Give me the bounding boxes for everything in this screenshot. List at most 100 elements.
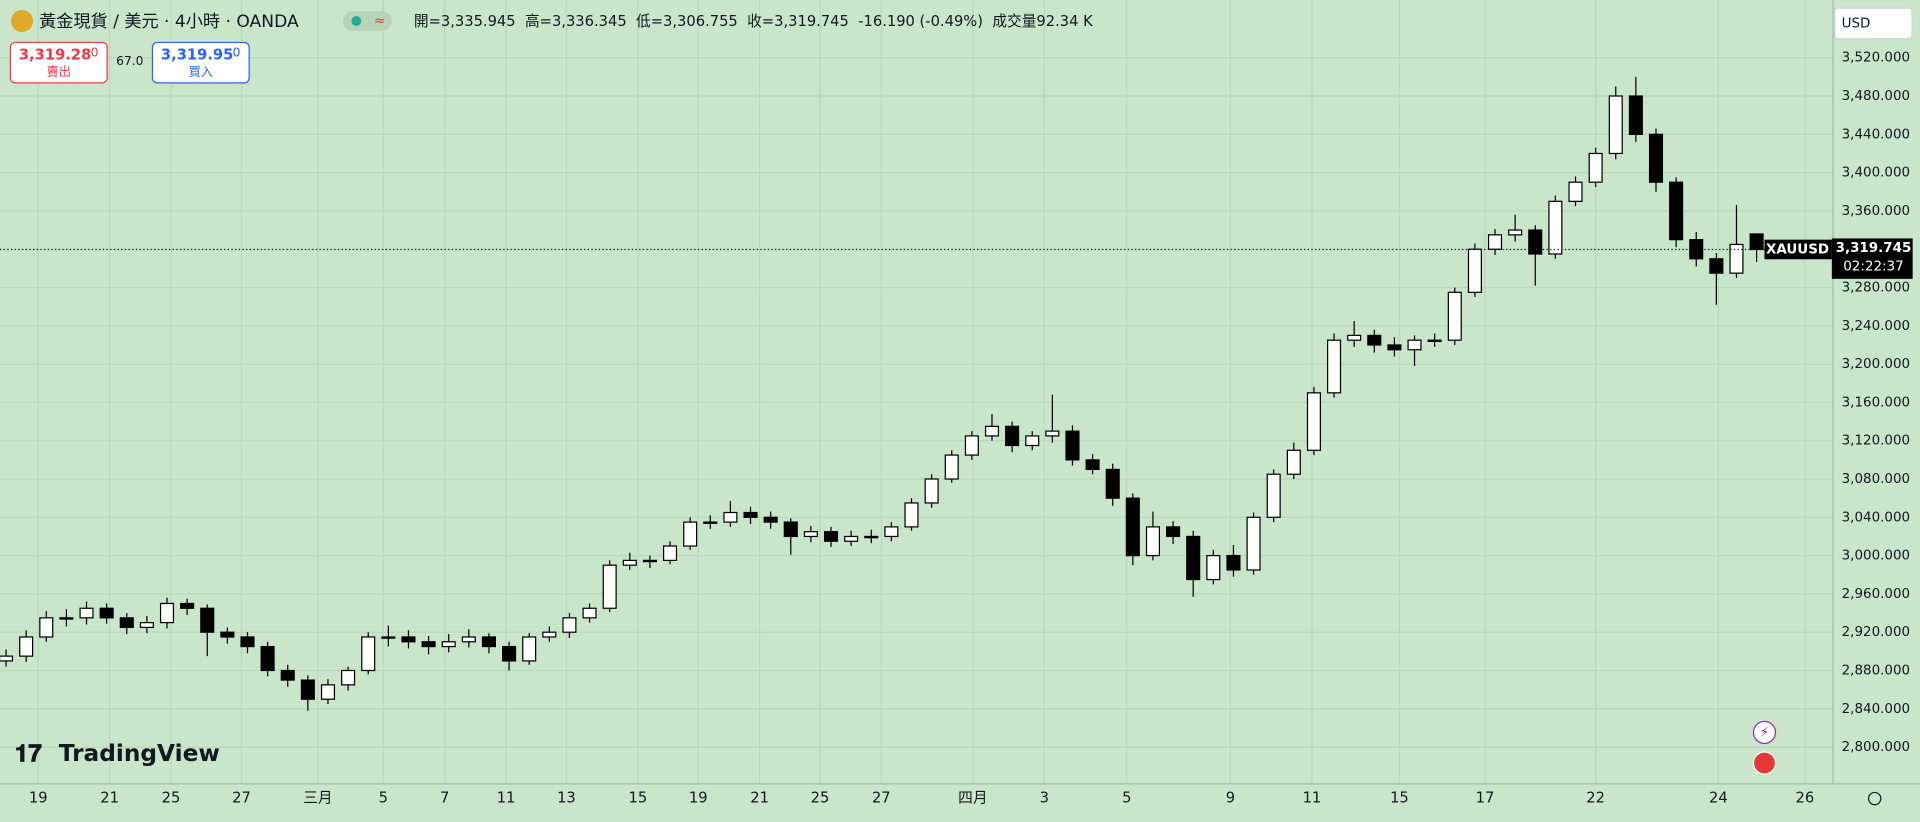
- candle-body: [1065, 430, 1080, 461]
- x-tick-label: 25: [811, 790, 830, 807]
- candle-body: [159, 602, 175, 624]
- candle-body: [1608, 95, 1623, 155]
- candle-body: [823, 531, 839, 542]
- candle-body: [39, 617, 54, 638]
- candle-body: [924, 478, 939, 504]
- candle-body: [582, 607, 597, 619]
- candle-body: [1749, 233, 1764, 251]
- y-tick-label: 3,480.000: [1842, 89, 1910, 104]
- candle-body: [1085, 459, 1100, 471]
- candle-body: [502, 645, 517, 662]
- candle-body: [421, 641, 436, 648]
- candle-body: [1025, 435, 1040, 447]
- logo-mark: 𝟏𝟕: [15, 738, 43, 767]
- candle-body: [542, 631, 557, 638]
- y-tick-label: 3,160.000: [1842, 395, 1910, 410]
- candle-body: [1427, 339, 1442, 343]
- candle-body: [864, 535, 879, 539]
- flag-icon[interactable]: [1752, 751, 1777, 775]
- series-tag: XAUUSD: [1766, 242, 1829, 257]
- y-tick-label: 2,840.000: [1842, 702, 1910, 717]
- candle-body: [381, 636, 396, 639]
- logo[interactable]: TradingView: [59, 740, 220, 767]
- status-pill: [342, 11, 392, 31]
- x-tick-label: 三月: [303, 790, 332, 807]
- candle-body: [341, 669, 356, 686]
- candle-body: [1005, 425, 1020, 447]
- x-tick-label: 26: [1796, 790, 1815, 807]
- candle-body: [1548, 200, 1563, 255]
- candle-body: [944, 454, 959, 480]
- x-tick-label: 7: [440, 790, 449, 807]
- y-tick-label: 3,040.000: [1842, 510, 1910, 525]
- x-tick-label: 11: [1303, 790, 1322, 807]
- candle-body: [300, 679, 315, 700]
- y-tick-label: 3,080.000: [1842, 472, 1910, 487]
- x-tick-label: 11: [497, 790, 516, 807]
- y-tick-label: 3,000.000: [1842, 549, 1910, 564]
- candle-body: [1568, 181, 1583, 202]
- candle-body: [240, 636, 255, 648]
- status-dot: [351, 16, 362, 26]
- candle-body: [1367, 334, 1382, 346]
- x-tick-label: 四月: [958, 790, 987, 807]
- candle-body: [260, 645, 275, 672]
- candle-body: [1266, 473, 1281, 518]
- x-tick-label: 21: [100, 790, 119, 807]
- candle-body: [662, 545, 678, 562]
- candle-body: [280, 669, 295, 681]
- event-icon[interactable]: [1752, 720, 1777, 745]
- sell-button[interactable]: [9, 41, 108, 84]
- candle-body: [481, 636, 497, 648]
- candle-body: [803, 531, 818, 538]
- candle-body: [1246, 516, 1261, 571]
- y-tick-label: 3,200.000: [1842, 357, 1910, 372]
- x-tick-label: 27: [872, 790, 891, 807]
- candle-body: [1467, 248, 1482, 293]
- currency-button[interactable]: [1834, 7, 1913, 40]
- spread: 67.0: [116, 54, 143, 68]
- price-tag: 3,319.745: [1836, 241, 1912, 256]
- candle-body: [1226, 554, 1241, 571]
- candle-body: [1669, 181, 1684, 241]
- candle-body: [59, 617, 74, 620]
- candle-body: [783, 521, 798, 538]
- settings-icon[interactable]: [1867, 791, 1882, 806]
- candle-body: [763, 516, 778, 523]
- candle-body: [1166, 526, 1181, 538]
- buy-button[interactable]: [151, 41, 250, 84]
- grid: [0, 0, 1834, 784]
- y-tick-label: 2,880.000: [1842, 663, 1910, 678]
- candle-body: [1045, 430, 1060, 437]
- candle-body: [1326, 339, 1342, 394]
- candle-body: [0, 655, 14, 662]
- x-tick-label: 5: [1122, 790, 1131, 807]
- sell-price: 3,319.28: [19, 46, 91, 63]
- price-tag-bg: [1831, 238, 1913, 279]
- candle-body: [1306, 392, 1321, 451]
- x-tick-label: 25: [162, 790, 181, 807]
- candle-body: [1689, 239, 1704, 260]
- candle-body: [1206, 554, 1221, 581]
- candle-body: [1286, 449, 1301, 475]
- candle-body: [1407, 339, 1422, 351]
- symbol-title[interactable]: 黃金現貨 / 美元 · 4小時 · OANDA: [39, 12, 299, 32]
- y-tick-label: 2,800.000: [1842, 740, 1910, 755]
- currency: USD: [1842, 16, 1871, 31]
- candle-body: [1125, 497, 1140, 557]
- x-tick-label: 17: [1476, 790, 1495, 807]
- candle-body: [964, 435, 979, 456]
- candle-body: [461, 636, 476, 643]
- candle-body: [139, 622, 154, 629]
- candle-body: [602, 564, 617, 609]
- x-tick-label: 24: [1709, 790, 1728, 807]
- sell-digit: 0: [91, 45, 99, 59]
- candle-body: [1528, 229, 1543, 255]
- y-tick-label: 3,440.000: [1842, 127, 1910, 142]
- y-tick-label: 3,120.000: [1842, 434, 1910, 449]
- event-glyph: ⚡: [1760, 725, 1769, 740]
- candle-body: [642, 559, 657, 563]
- candle-body: [119, 617, 134, 629]
- x-tick-label: 22: [1586, 790, 1605, 807]
